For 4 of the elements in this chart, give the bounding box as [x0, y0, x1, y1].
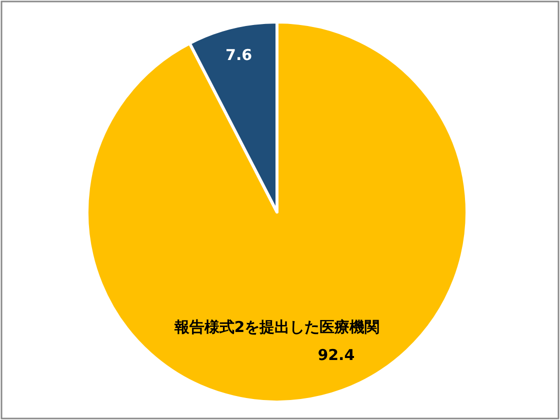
data-label: 92.4 — [318, 346, 355, 364]
data-label: 7.6 — [226, 46, 252, 64]
slice-label: 報告様式2を提出した医療機関 — [173, 318, 380, 336]
pie-slice — [86, 20, 468, 404]
